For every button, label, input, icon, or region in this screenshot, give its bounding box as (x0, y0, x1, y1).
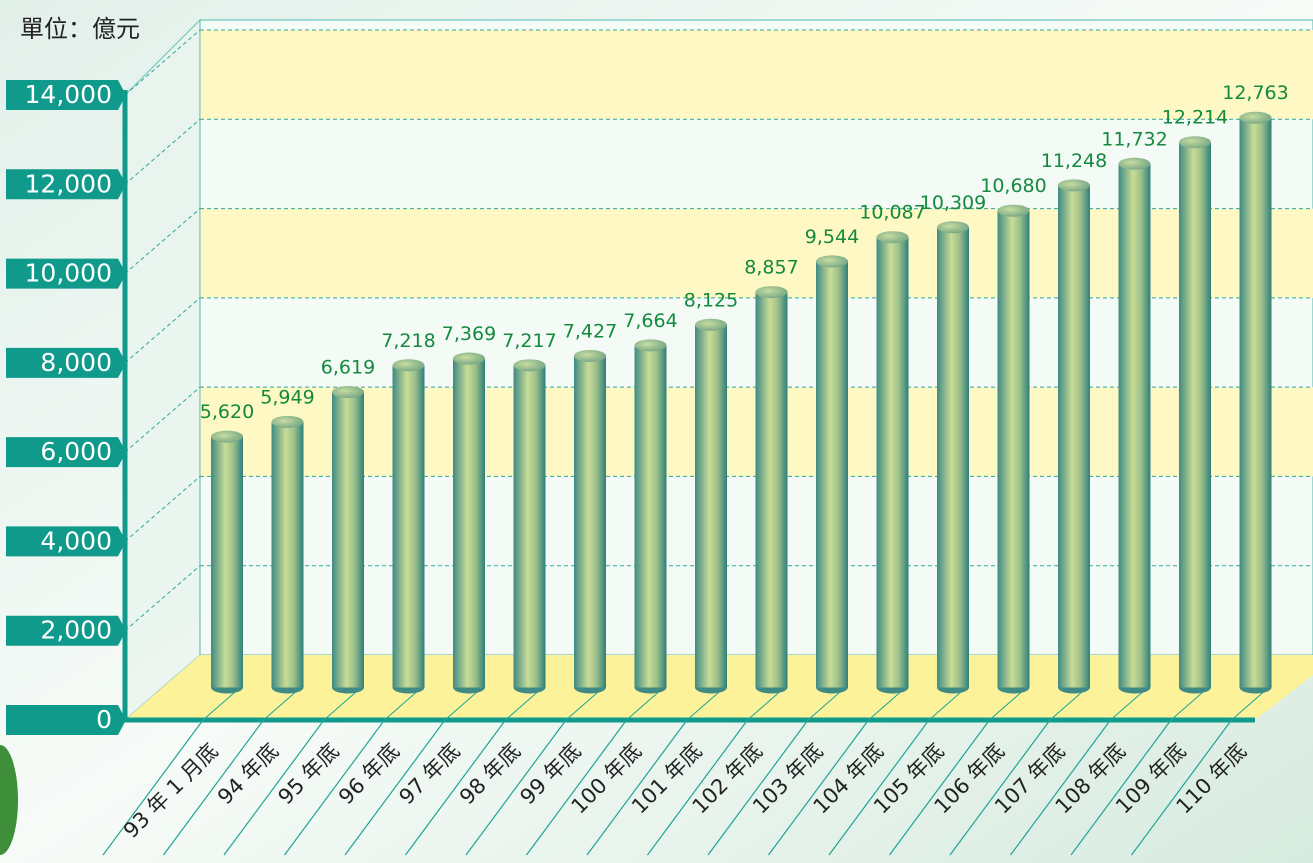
data-label: 7,217 (502, 330, 556, 352)
bar-top (453, 353, 485, 365)
data-label: 12,763 (1222, 82, 1288, 104)
bar (514, 365, 546, 687)
bar-top (1058, 179, 1090, 191)
chart: 單位：億元 0 2,000 4,000 6,000 8,000 10,000 12,000 1… (0, 0, 1313, 863)
data-label: 6,619 (321, 357, 375, 379)
bar-top (1240, 112, 1272, 124)
bar (695, 325, 727, 688)
data-label: 10,087 (859, 202, 925, 224)
bar-top (998, 205, 1030, 217)
bar (393, 365, 425, 687)
y-tick-label: 6,000 (40, 437, 112, 466)
data-label: 7,427 (563, 320, 617, 342)
data-label: 7,664 (623, 310, 677, 332)
data-label: 11,248 (1041, 150, 1107, 172)
bar-top (211, 431, 243, 443)
unit-label: 單位：億元 (20, 15, 140, 43)
y-tick-label: 14,000 (25, 80, 112, 109)
y-tick-label: 0 (96, 705, 112, 734)
bar (1179, 142, 1211, 687)
data-label: 7,369 (442, 323, 496, 345)
bar (453, 359, 485, 688)
bar (332, 392, 364, 687)
bar (816, 261, 848, 687)
bar-top (695, 319, 727, 331)
side-wall (125, 20, 200, 720)
bar (756, 292, 788, 687)
data-label: 8,857 (744, 257, 798, 279)
bar-top (1179, 136, 1211, 148)
bar-top (332, 386, 364, 398)
bar-top (756, 286, 788, 298)
bar (877, 237, 909, 687)
bar (635, 345, 667, 687)
data-label: 7,218 (381, 330, 435, 352)
y-tick-label: 2,000 (40, 616, 112, 645)
data-label: 10,309 (920, 192, 986, 214)
bar-top (937, 221, 969, 233)
bar (1058, 185, 1090, 687)
data-label: 10,680 (980, 175, 1046, 197)
data-label: 8,125 (684, 289, 738, 311)
y-tick-label: 8,000 (40, 348, 112, 377)
wall-band (200, 30, 1313, 119)
bar-top (272, 416, 304, 428)
y-tick-label: 12,000 (25, 169, 112, 198)
bar (937, 227, 969, 687)
bar (1119, 164, 1151, 688)
bar (574, 356, 606, 688)
data-label: 5,620 (200, 401, 254, 423)
bar (272, 422, 304, 688)
bar-top (393, 359, 425, 371)
bar-top (514, 359, 546, 371)
bar-top (877, 231, 909, 243)
y-tick-label: 10,000 (25, 259, 112, 288)
bar-top (1119, 158, 1151, 170)
bar (1240, 118, 1272, 688)
bar-top (635, 339, 667, 351)
data-label: 9,544 (805, 226, 859, 248)
bar-top (816, 255, 848, 267)
bar (211, 437, 243, 688)
bar-top (574, 350, 606, 362)
data-label: 11,732 (1101, 128, 1167, 150)
data-label: 5,949 (260, 386, 314, 408)
y-tick-label: 4,000 (40, 526, 112, 555)
data-label: 12,214 (1162, 107, 1228, 129)
bar (998, 211, 1030, 688)
